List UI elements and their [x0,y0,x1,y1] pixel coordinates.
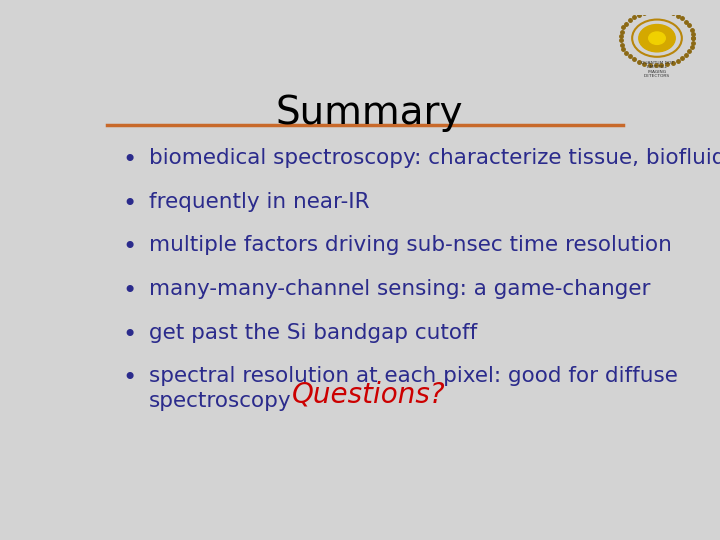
Text: biomedical spectroscopy: characterize tissue, biofluids, cells: biomedical spectroscopy: characterize ti… [148,148,720,168]
Text: QUANTUM DOT
LIMIT-FILL
IMAGING
DETECTORS: QUANTUM DOT LIMIT-FILL IMAGING DETECTORS [641,60,673,78]
Text: Questions?: Questions? [292,381,446,409]
Text: get past the Si bandgap cutoff: get past the Si bandgap cutoff [148,322,477,342]
Text: •: • [122,366,136,390]
Text: frequently in near-IR: frequently in near-IR [148,192,369,212]
Text: •: • [122,322,136,347]
Text: •: • [122,148,136,172]
Text: spectral resolution at each pixel: good for diffuse
spectroscopy: spectral resolution at each pixel: good … [148,366,678,411]
Circle shape [639,24,675,52]
Text: Summary: Summary [275,94,463,132]
Circle shape [649,32,665,44]
Text: many-many-channel sensing: a game-changer: many-many-channel sensing: a game-change… [148,279,650,299]
Text: multiple factors driving sub-nsec time resolution: multiple factors driving sub-nsec time r… [148,235,672,255]
Text: •: • [122,279,136,303]
Text: •: • [122,235,136,259]
Text: •: • [122,192,136,215]
